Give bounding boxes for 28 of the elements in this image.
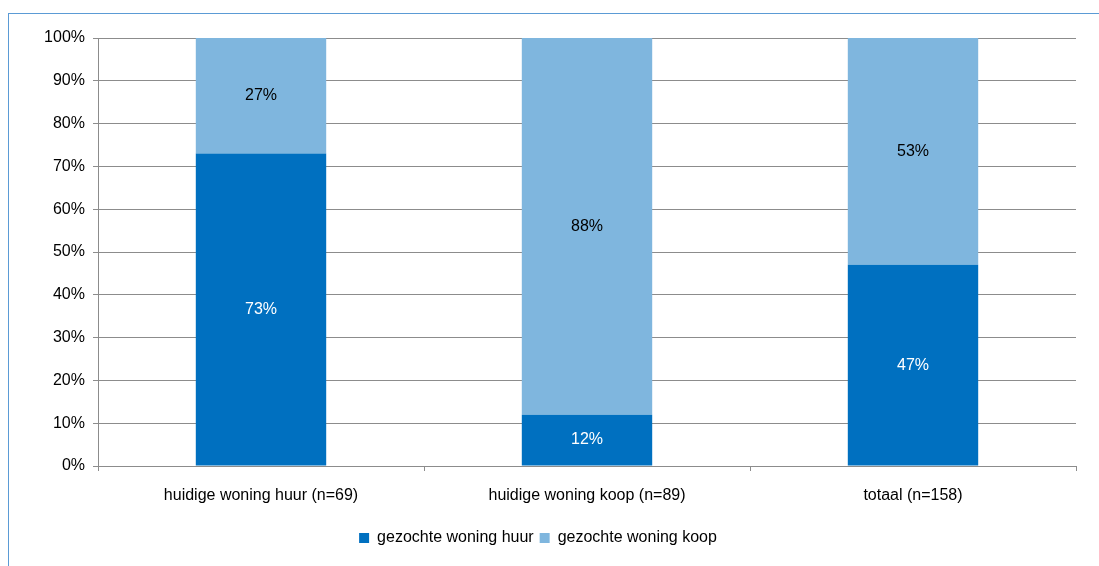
y-tick-label: 10%: [52, 413, 85, 431]
y-tick-label: 50%: [52, 242, 85, 260]
x-tick-label: huidige woning koop (n=89): [488, 486, 686, 504]
data-label: 47%: [896, 355, 930, 373]
bar: [847, 264, 979, 466]
bar: [847, 38, 979, 265]
y-tick-label: 70%: [52, 156, 85, 174]
y-tick-label: 40%: [52, 285, 85, 303]
legend-label: gezochte woning koop: [557, 528, 717, 546]
data-label: 73%: [244, 299, 278, 317]
y-tick-label: 90%: [52, 71, 85, 89]
data-label: 88%: [570, 216, 604, 234]
bar: [195, 38, 327, 154]
y-tick-label: 30%: [52, 328, 85, 346]
y-tick-label: 0%: [61, 456, 85, 474]
bar: [521, 414, 653, 466]
bar: [195, 153, 327, 466]
y-tick-label: 100%: [44, 28, 85, 46]
y-tick-label: 80%: [52, 114, 85, 132]
bar: [521, 38, 653, 415]
legend-label: gezochte woning huur: [377, 528, 535, 546]
x-tick-label: totaal (n=158): [863, 486, 963, 504]
data-label: 27%: [244, 86, 278, 104]
data-label: 12%: [570, 430, 604, 448]
x-tick-label: huidige woning huur (n=69): [163, 486, 359, 504]
y-tick-label: 20%: [52, 370, 85, 388]
data-label: 53%: [896, 141, 930, 159]
y-tick-label: 60%: [52, 199, 85, 217]
